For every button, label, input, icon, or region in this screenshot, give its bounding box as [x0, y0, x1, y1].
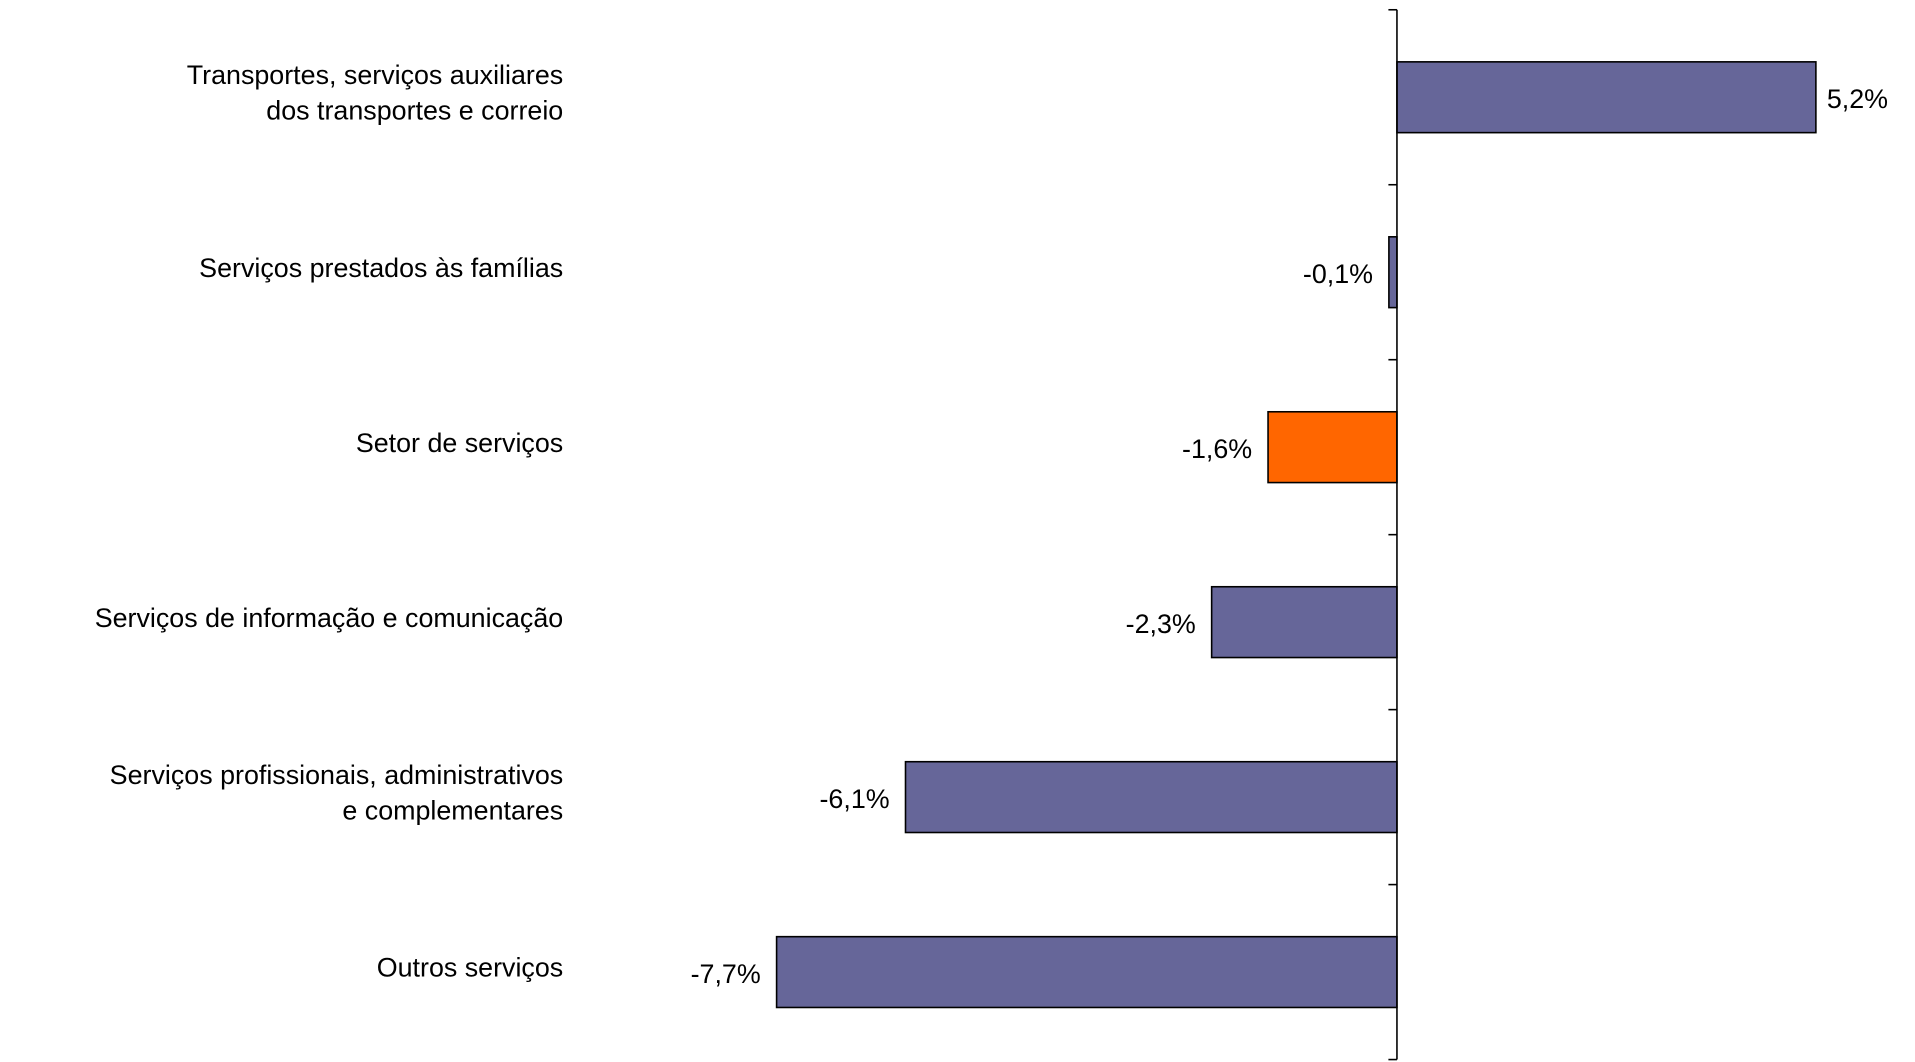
value-label: 5,2%: [1827, 84, 1888, 114]
bar: [1267, 410, 1398, 484]
bar: [775, 935, 1398, 1009]
category-label: Outros serviços: [377, 953, 563, 983]
value-label: -1,6%: [1182, 434, 1252, 464]
bar: [1388, 236, 1398, 309]
value-label: -6,1%: [820, 784, 890, 814]
value-label: -0,1%: [1303, 259, 1373, 289]
value-label: -7,7%: [691, 959, 761, 989]
category-label: Transportes, serviços auxiliares: [187, 60, 563, 90]
category-label: Serviços de informação e comunicação: [95, 603, 564, 633]
category-label: dos transportes e correio: [266, 96, 563, 126]
category-label: e complementares: [342, 795, 563, 825]
value-label: -2,3%: [1126, 609, 1196, 639]
category-label: Serviços prestados às famílias: [199, 253, 563, 283]
bar: [1210, 585, 1398, 659]
bar: [904, 760, 1398, 834]
category-label: Setor de serviços: [356, 428, 563, 458]
category-label: Serviços profissionais, administrativos: [110, 760, 564, 790]
bar: [1396, 61, 1817, 134]
